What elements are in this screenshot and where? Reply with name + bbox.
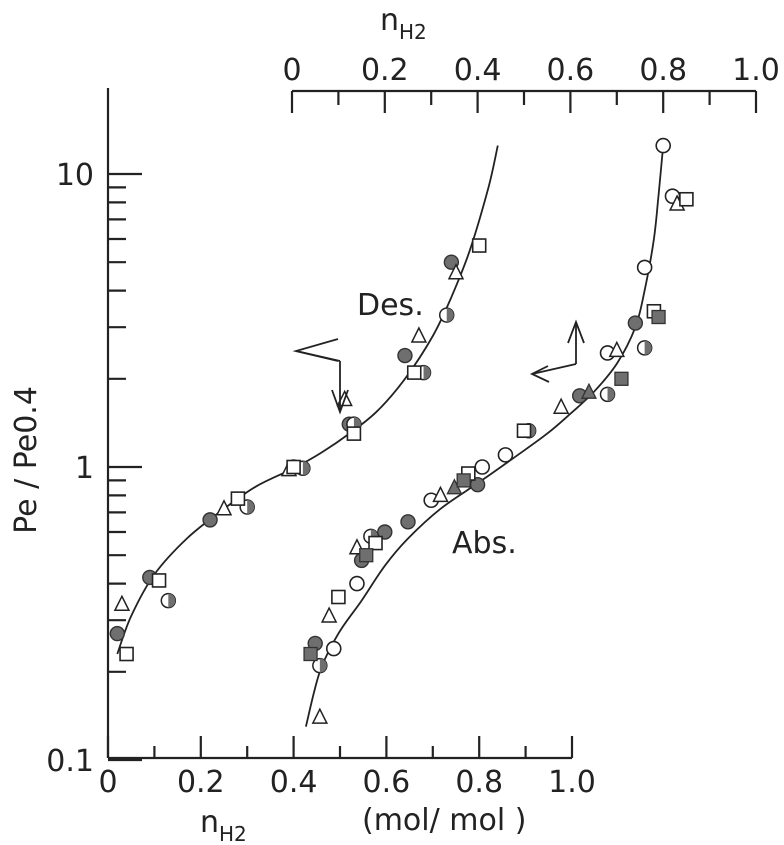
marker-open-triangle	[113, 594, 131, 612]
des-annotation: Des.	[357, 288, 424, 323]
des-direction-arrow	[292, 338, 349, 415]
bottom-tick-label: 0.8	[455, 765, 503, 800]
marker-open-triangle	[432, 485, 449, 503]
bottom-tick-label: 0.4	[270, 765, 318, 800]
bottom-tick-label: 0	[98, 765, 117, 800]
marker-open-circle	[474, 459, 491, 475]
marker-filled-circle	[377, 524, 393, 540]
marker-open-circle	[636, 259, 653, 276]
marker-open-triangle	[552, 397, 570, 414]
marker-open-square	[406, 365, 422, 380]
y-tick-label: 10	[56, 158, 94, 193]
desorption-curve	[116, 145, 499, 655]
marker-open-square	[679, 191, 694, 207]
bottom-axis-units: (mol/ mol )	[362, 803, 526, 838]
y-tick-label: 0.1	[46, 744, 94, 779]
marker-filled-circle	[627, 315, 644, 331]
marker-open-triangle	[311, 707, 329, 724]
top-tick-label: 1.0	[732, 53, 780, 88]
marker-filled-circle	[397, 347, 413, 364]
marker-open-square	[119, 646, 134, 662]
top-tick-label: 0.4	[454, 53, 502, 88]
top-tick-label: 0.6	[547, 53, 595, 88]
marker-open-square	[151, 573, 167, 588]
marker-open-triangle	[410, 326, 428, 343]
marker-open-square	[471, 238, 487, 253]
marker-open-square	[368, 535, 383, 551]
top-axis-title: nH2	[380, 3, 427, 44]
marker-half-circle	[239, 499, 255, 515]
marker-open-square	[516, 423, 532, 439]
bottom-tick-label: 0.2	[177, 765, 225, 800]
marker-half-circle-fill	[247, 500, 255, 515]
marker-filled-triangle	[580, 382, 598, 399]
marker-open-triangle	[447, 263, 465, 280]
top-tick-label: 0.8	[639, 53, 687, 88]
top-tick-label: 0.2	[361, 53, 409, 88]
marker-half-circle	[636, 340, 653, 356]
marker-filled-circle	[400, 514, 416, 530]
bottom-axis-title-sub: H2	[219, 822, 247, 845]
marker-half-circle	[312, 657, 328, 674]
marker-filled-square	[456, 473, 471, 488]
marker-open-circle	[655, 137, 672, 154]
data-markers	[109, 137, 694, 724]
top-tick-label: 0	[282, 53, 301, 88]
marker-filled-square	[651, 309, 666, 325]
marker-open-square	[346, 426, 362, 441]
marker-half-circle-fill	[607, 387, 615, 402]
axis-ticks: 0.1 1 10 0 0.2 0.4 0.6 0.8 1.0 0 0.2 0.4 0.6 0.8 1.0	[46, 53, 780, 800]
marker-half-circle	[160, 592, 177, 609]
marker-open-circle	[349, 575, 365, 592]
marker-open-circle	[497, 447, 514, 463]
marker-open-square	[331, 589, 346, 605]
bottom-axis-title: nH2	[200, 805, 247, 845]
bottom-tick-label: 1.0	[548, 765, 596, 800]
marker-filled-square	[614, 371, 629, 386]
top-axis-title-main: n	[380, 3, 399, 38]
abs-annotation: Abs.	[452, 526, 517, 561]
marker-filled-circle	[202, 512, 218, 528]
marker-open-triangle	[215, 499, 233, 516]
marker-open-circle	[325, 640, 342, 657]
marker-filled-circle	[109, 625, 125, 642]
marker-half-circle-fill	[319, 658, 327, 673]
marker-half-circle-fill	[644, 340, 652, 355]
absorption-curve	[305, 145, 665, 727]
marker-filled-square	[359, 548, 374, 563]
y-tick-label: 1	[75, 451, 94, 486]
bottom-axis-title-main: n	[200, 805, 219, 840]
marker-open-triangle	[320, 606, 338, 623]
marker-half-circle-fill	[446, 308, 454, 323]
bottom-tick-label: 0.6	[363, 765, 411, 800]
abs-direction-arrow	[529, 319, 585, 383]
marker-filled-square	[303, 646, 318, 662]
marker-half-circle-fill	[302, 461, 310, 476]
marker-open-square	[230, 491, 246, 506]
fitted-curves	[116, 145, 665, 727]
top-axis-title-sub: H2	[399, 20, 427, 44]
y-axis-title: Pe / Pe0.4	[9, 386, 44, 534]
marker-half-circle	[438, 307, 455, 323]
marker-open-square	[286, 459, 301, 475]
marker-half-circle-fill	[423, 365, 431, 380]
marker-half-circle-fill	[168, 593, 176, 608]
marker-half-circle	[599, 386, 616, 403]
marker-open-triangle	[608, 340, 626, 358]
